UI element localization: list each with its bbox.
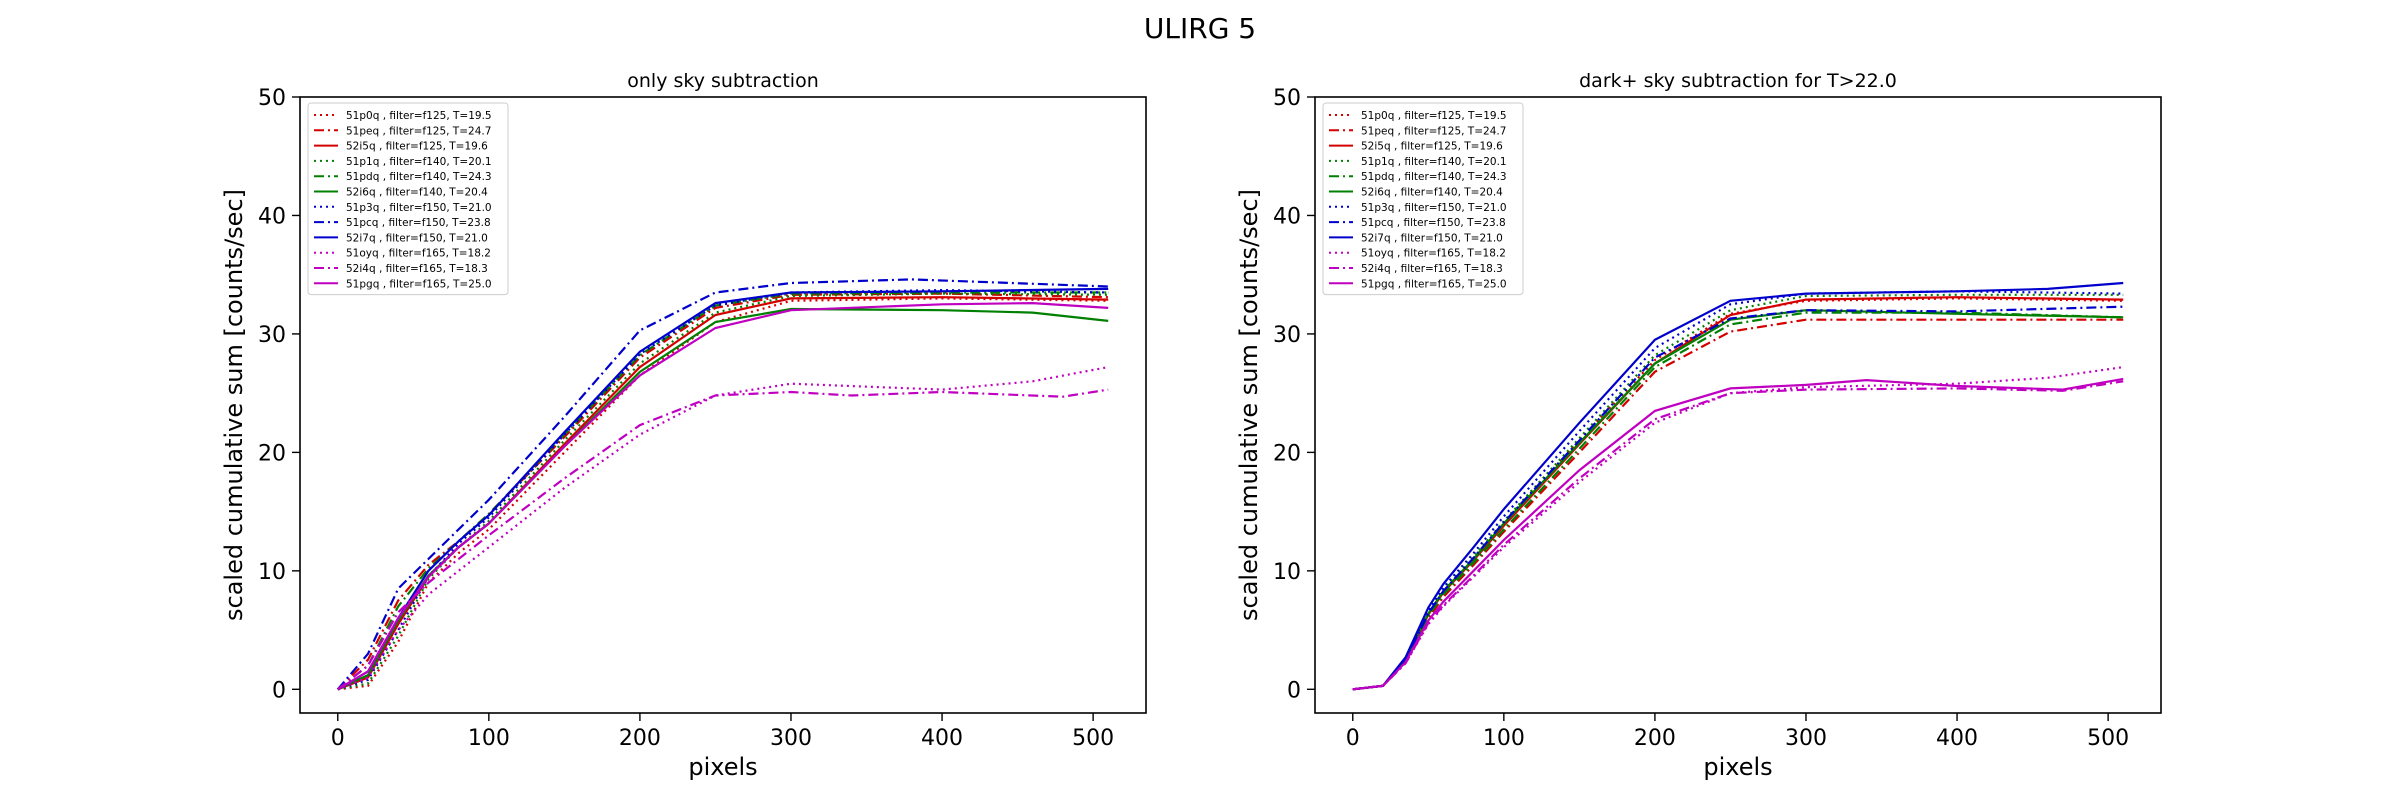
x-tick-label: 0 bbox=[331, 726, 345, 751]
x-tick-label: 500 bbox=[2087, 726, 2129, 751]
x-axis-label: pixels bbox=[1703, 753, 1772, 781]
legend-label: 52i6q , filter=f140, T=20.4 bbox=[346, 187, 488, 199]
x-tick-label: 400 bbox=[1936, 726, 1978, 751]
y-tick-label: 30 bbox=[258, 323, 286, 348]
series-line-51oyq bbox=[1352, 366, 2124, 691]
legend-label: 51p3q , filter=f150, T=21.0 bbox=[346, 202, 492, 214]
series-line-51pcq bbox=[336, 278, 1109, 691]
legend-label: 51peq , filter=f125, T=24.7 bbox=[1361, 125, 1506, 137]
series-line-51p0q bbox=[337, 297, 1109, 691]
y-tick-label: 50 bbox=[1273, 86, 1301, 111]
y-tick-label: 40 bbox=[1273, 204, 1301, 229]
legend-label: 51pgq , filter=f165, T=25.0 bbox=[1361, 278, 1507, 290]
legend-label: 51p1q , filter=f140, T=20.1 bbox=[346, 156, 492, 168]
legend-label: 52i4q , filter=f165, T=18.3 bbox=[346, 263, 488, 275]
chart-title: dark+ sky subtraction for T>22.0 bbox=[1579, 70, 1897, 92]
series-line-51pcq bbox=[1352, 305, 2124, 691]
series-group bbox=[1352, 281, 2124, 691]
legend-label: 52i7q , filter=f150, T=21.0 bbox=[1361, 232, 1503, 244]
y-axis-label: scaled cumulative sum [counts/sec] bbox=[220, 189, 248, 621]
x-tick-label: 100 bbox=[1483, 726, 1525, 751]
legend-label: 51oyq , filter=f165, T=18.2 bbox=[346, 248, 491, 260]
legend-label: 51oyq , filter=f165, T=18.2 bbox=[1361, 248, 1506, 260]
x-tick-label: 400 bbox=[921, 726, 963, 751]
legend-label: 52i5q , filter=f125, T=19.6 bbox=[1361, 141, 1503, 153]
legend-box bbox=[307, 102, 509, 296]
legend-label: 52i7q , filter=f150, T=21.0 bbox=[346, 232, 488, 244]
y-tick-label: 30 bbox=[1273, 323, 1301, 348]
chart-title: only sky subtraction bbox=[627, 70, 818, 92]
series-line-51pgq bbox=[1352, 377, 2124, 691]
x-tick-label: 200 bbox=[619, 726, 661, 751]
y-tick-label: 20 bbox=[258, 441, 286, 466]
legend-label: 52i5q , filter=f125, T=19.6 bbox=[346, 141, 488, 153]
y-tick-label: 10 bbox=[1273, 560, 1301, 585]
legend-box bbox=[1322, 102, 1524, 296]
legend-label: 51p0q , filter=f125, T=19.5 bbox=[1361, 110, 1507, 122]
series-group bbox=[336, 278, 1109, 691]
y-tick-label: 0 bbox=[272, 678, 286, 703]
y-tick-label: 40 bbox=[258, 204, 286, 229]
legend-label: 51p0q , filter=f125, T=19.5 bbox=[346, 110, 492, 122]
legend-label: 51pgq , filter=f165, T=25.0 bbox=[346, 278, 492, 290]
legend-label: 51pdq , filter=f140, T=24.3 bbox=[346, 171, 492, 183]
series-line-52i4q bbox=[337, 388, 1109, 691]
legend-label: 52i4q , filter=f165, T=18.3 bbox=[1361, 263, 1503, 275]
y-tick-label: 0 bbox=[1287, 678, 1301, 703]
x-tick-label: 0 bbox=[1346, 726, 1360, 751]
legend-label: 52i6q , filter=f140, T=20.4 bbox=[1361, 187, 1503, 199]
legend-label: 51pcq , filter=f150, T=23.8 bbox=[1361, 217, 1506, 229]
chart-panel-2: 0 100 200 300 400 500 0 10 20 30 40 50 dark+ sky sub… bbox=[1235, 70, 2162, 781]
series-line-52i7q bbox=[1352, 281, 2124, 691]
x-tick-label: 300 bbox=[770, 726, 812, 751]
series-line-51p1q bbox=[1352, 293, 2124, 691]
series-line-51pgq bbox=[337, 301, 1109, 691]
plot-frame bbox=[299, 96, 1147, 714]
legend: 51p0q , filter=f125, T=19.5 51peq , filte… bbox=[1322, 102, 1524, 296]
x-tick-label: 300 bbox=[1785, 726, 1827, 751]
y-tick-label: 50 bbox=[258, 86, 286, 111]
series-line-52i4q bbox=[1352, 380, 2124, 691]
legend-label: 51pcq , filter=f150, T=23.8 bbox=[346, 217, 491, 229]
x-tick-label: 200 bbox=[1634, 726, 1676, 751]
legend-label: 51peq , filter=f125, T=24.7 bbox=[346, 125, 491, 137]
legend-label: 51p1q , filter=f140, T=20.1 bbox=[1361, 156, 1507, 168]
y-tick-label: 20 bbox=[1273, 441, 1301, 466]
legend-label: 51p3q , filter=f150, T=21.0 bbox=[1361, 202, 1507, 214]
plot-frame bbox=[1314, 96, 2162, 714]
legend-label: 51pdq , filter=f140, T=24.3 bbox=[1361, 171, 1507, 183]
chart-panel-1: 0 100 200 300 400 500 0 10 20 30 40 50 only sky subt… bbox=[220, 70, 1147, 781]
x-tick-label: 100 bbox=[468, 726, 510, 751]
y-tick-label: 10 bbox=[258, 560, 286, 585]
x-axis-label: pixels bbox=[688, 753, 757, 781]
legend: 51p0q , filter=f125, T=19.5 51peq , filte… bbox=[307, 102, 509, 296]
x-tick-label: 500 bbox=[1072, 726, 1114, 751]
figure-title: ULIRG 5 bbox=[1144, 12, 1256, 45]
y-axis-label: scaled cumulative sum [counts/sec] bbox=[1235, 189, 1263, 621]
